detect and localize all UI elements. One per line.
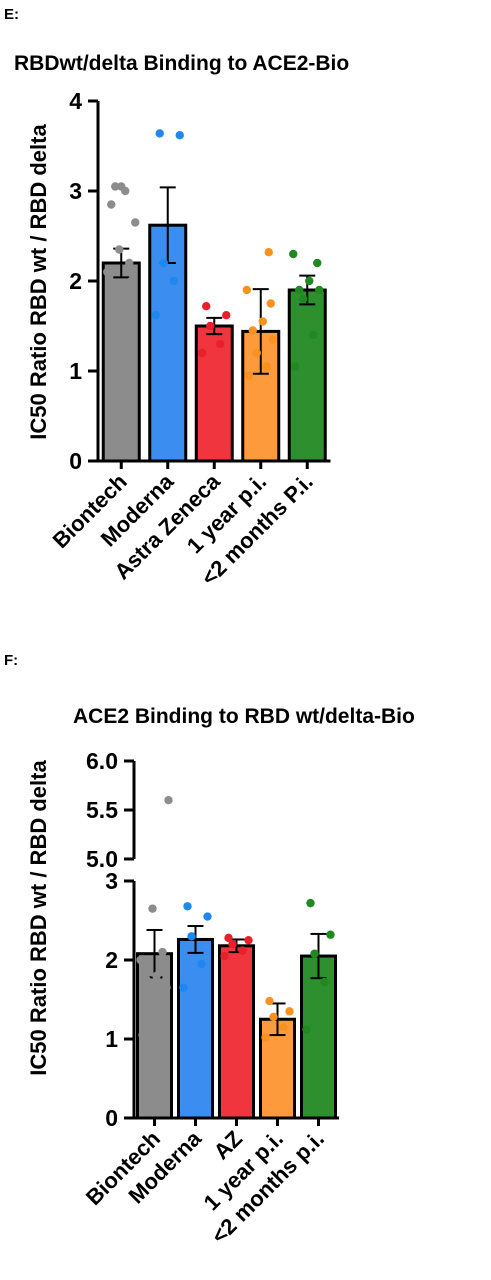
- chart-f-bar-1: [177, 937, 214, 1120]
- chart-f-point-0-6: [160, 967, 169, 977]
- chart-e-bar-0: [101, 261, 141, 463]
- chart-f-point-0-10: [164, 796, 173, 805]
- chart-e-point-3-4: [248, 326, 257, 335]
- chart-e-point-0-2: [113, 317, 122, 326]
- chart-f-point-4-3: [326, 930, 335, 939]
- chart-e-bar-2: [194, 324, 234, 463]
- chart-f-point-3-3: [285, 1007, 294, 1016]
- chart-e-ylabel: IC50 Ratio RBD wt / RBD delta: [26, 124, 51, 440]
- chart-f-point-0-2: [146, 991, 155, 1000]
- chart-f-ytick-upper-label-1: 5.5: [86, 797, 118, 823]
- chart-e-point-0-4: [109, 290, 118, 299]
- chart-e-point-3-2: [252, 348, 261, 358]
- chart-f-point-2-2: [228, 940, 237, 949]
- chart-f-point-4-2: [310, 949, 319, 958]
- chart-f-bar-2: [218, 944, 255, 1120]
- chart-e-point-0-13: [111, 182, 120, 191]
- chart-e-point-0-0: [105, 339, 114, 349]
- chart-e-point-1-0: [151, 311, 160, 320]
- chart-e-point-2-4: [202, 302, 211, 311]
- chart-f-point-0-7: [136, 955, 145, 965]
- chart-e-point-4-3: [315, 285, 324, 295]
- chart-f-point-0-8: [158, 947, 167, 957]
- chart-e-point-1-4: [155, 129, 164, 138]
- chart-e-ytick-label-0: 0: [69, 448, 82, 474]
- chart-e-ytick-label-4: 4: [69, 88, 82, 114]
- chart-e-point-4-5: [305, 276, 314, 286]
- chart-e-point-0-11: [107, 200, 116, 209]
- chart-e-point-0-6: [127, 276, 136, 286]
- chart-e-point-0-14: [117, 182, 126, 191]
- panel-label-e: E:: [4, 6, 19, 23]
- chart-e-point-0-10: [131, 218, 140, 227]
- chart-e-point-0-5: [119, 281, 128, 290]
- chart-f-point-4-1: [320, 977, 329, 987]
- chart-f-point-3-1: [279, 1022, 288, 1032]
- chart-f-title: ACE2 Binding to RBD wt/delta-Bio: [73, 705, 415, 728]
- chart-f-point-2-0: [220, 951, 229, 961]
- chart-f-point-3-0: [261, 1033, 270, 1042]
- chart-e-point-0-7: [103, 267, 112, 277]
- chart-f-ytick-label-3: 3: [105, 868, 118, 894]
- chart-e-ytick-label-3: 3: [69, 178, 82, 204]
- chart-f-point-1-2: [187, 932, 196, 941]
- chart-f-point-0-1: [156, 1019, 165, 1028]
- chart-e-point-3-8: [264, 248, 273, 257]
- chart-f-point-0-3: [162, 983, 171, 992]
- chart-e-ytick-label-1: 1: [69, 358, 82, 384]
- chart-e-point-0-9: [115, 245, 124, 254]
- chart-e-point-3-0: [244, 371, 253, 380]
- chart-e-point-4-7: [289, 249, 298, 259]
- chart-f-point-0-9: [148, 904, 157, 913]
- chart-e-point-3-7: [242, 285, 251, 295]
- chart-f-point-2-4: [224, 933, 233, 943]
- chart-f-point-0-4: [142, 975, 151, 984]
- panel-label-f: F:: [4, 652, 18, 669]
- chart-f-point-1-0: [179, 983, 188, 992]
- chart-f-point-2-3: [244, 936, 253, 945]
- chart-e-point-4-0: [291, 362, 300, 371]
- chart-e-point-2-0: [198, 348, 207, 358]
- chart-f-point-2-1: [238, 946, 247, 955]
- chart-e-point-3-5: [258, 317, 267, 326]
- chart-f-ytick-upper-label-0: 5.0: [86, 846, 118, 872]
- chart-e-point-0-1: [123, 330, 132, 340]
- chart-e-point-1-3: [175, 131, 184, 140]
- chart-e-point-0-3: [129, 303, 138, 313]
- chart-e-ytick-label-2: 2: [69, 268, 82, 294]
- chart-f-bar-4: [300, 954, 337, 1120]
- chart-f-ytick-label-2: 2: [105, 947, 118, 973]
- chart-e-point-2-1: [216, 339, 225, 349]
- chart-e-point-3-3: [268, 335, 277, 344]
- chart-e-point-2-3: [222, 311, 231, 320]
- chart-f-ytick-upper-label-2: 6.0: [86, 748, 118, 774]
- chart-e-point-4-6: [313, 258, 322, 268]
- chart-e-point-1-2: [159, 258, 168, 268]
- chart-f-ytick-label-0: 0: [105, 1105, 118, 1131]
- chart-e-point-3-1: [262, 362, 271, 371]
- chart-e-point-4-1: [309, 330, 318, 340]
- chart-f-point-4-0: [302, 1025, 311, 1034]
- chart-e-title: RBDwt/delta Binding to ACE2-Bio: [14, 52, 349, 75]
- chart-f-point-3-4: [265, 996, 274, 1006]
- chart-f-point-1-3: [203, 912, 212, 921]
- chart-f-point-4-4: [306, 898, 315, 908]
- chart-e-point-3-6: [266, 299, 275, 308]
- chart-e-point-2-2: [206, 321, 215, 331]
- chart-e-point-4-2: [299, 294, 308, 304]
- chart-e-point-4-4: [295, 285, 304, 295]
- chart-f-point-1-1: [197, 959, 206, 969]
- chart-f-point-0-5: [152, 971, 161, 980]
- chart-f-point-1-4: [183, 902, 192, 911]
- chart-f-point-3-2: [269, 1012, 278, 1022]
- chart-e-point-1-1: [169, 276, 178, 286]
- chart-f-ytick-label-1: 1: [105, 1026, 118, 1052]
- chart-e-bar-4: [287, 288, 327, 463]
- chart-e-point-0-8: [125, 258, 134, 268]
- chart-f-point-0-0: [138, 1030, 147, 1040]
- chart-f-ylabel: IC50 Ratio RBD wt / RBD delta: [26, 760, 51, 1076]
